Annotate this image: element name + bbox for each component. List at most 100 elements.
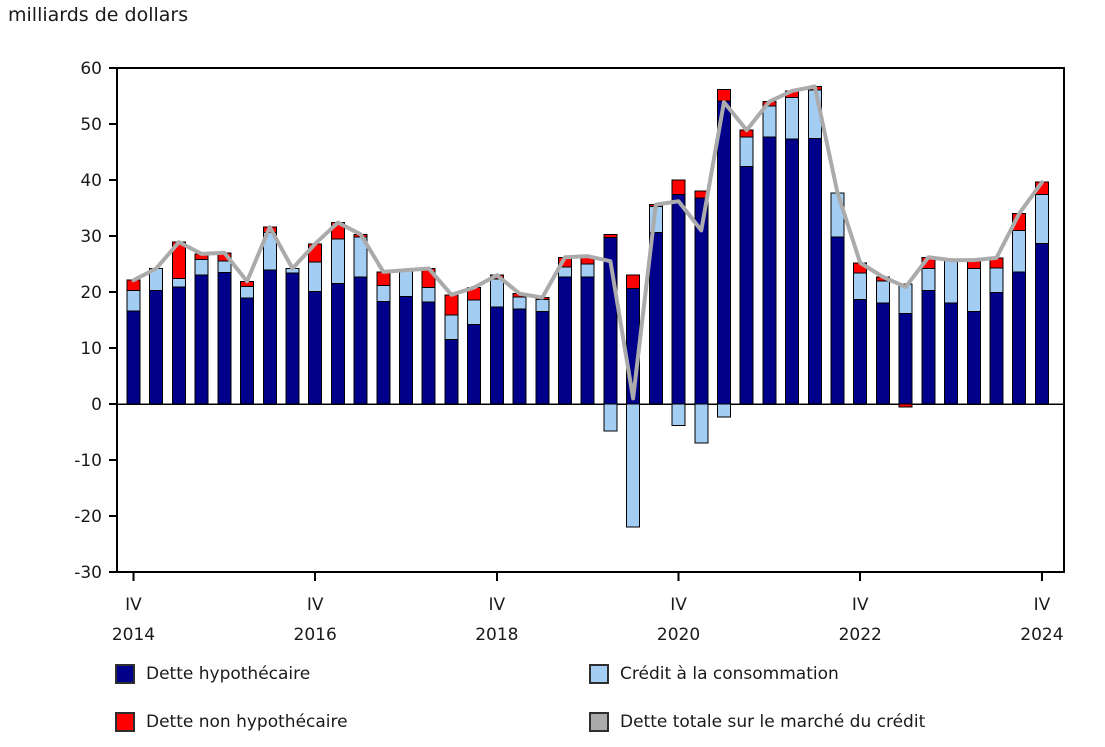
bar-segment-consumer_credit [1034,194,1049,244]
bar-segment-consumer_credit [444,314,459,341]
bar-segment-mortgage [966,311,981,405]
bar-segment-non_mortgage [444,294,459,316]
x-tick-year-label: 2018 [475,625,518,645]
bar-segment-mortgage [557,276,572,405]
bar-segment-mortgage [353,276,368,405]
bar-segment-consumer_credit [376,284,391,303]
bar-segment-mortgage [285,272,300,405]
bar-segment-consumer_credit [467,299,482,325]
bar-segment-consumer_credit [830,192,845,238]
y-tick-label: 20 [80,283,102,303]
legend-swatch-dette-hypothecaire [115,664,135,684]
bar-segment-mortgage [194,274,209,405]
y-tick-label: 50 [80,115,102,135]
bar-segment-mortgage [944,302,959,405]
bar-segment-mortgage [785,138,800,405]
bar-segment-mortgage [875,302,890,405]
x-tick-year-label: 2024 [1020,625,1063,645]
bar-segment-consumer_credit [330,238,345,285]
bar-segment-mortgage [535,311,550,405]
bar-segment-mortgage [807,138,822,405]
bar-segment-consumer_credit [989,267,1004,294]
legend-item-dette-non-hypothecaire: Dette non hypothécaire [115,712,348,732]
chart-title: milliards de dollars [8,4,189,26]
bar-segment-mortgage [171,286,186,405]
total-debt-line [131,84,1044,401]
bar-segment-consumer_credit [626,403,641,528]
bar-segment-consumer_credit [785,97,800,140]
x-tick-quarter-label: IV [670,595,687,615]
bar-segment-non_mortgage [376,271,391,286]
x-tick-year-label: 2020 [657,625,700,645]
x-tick-year-label: 2014 [112,625,155,645]
y-tick-label: -20 [74,507,102,527]
bar-segment-non_mortgage [898,403,913,408]
bar-segment-consumer_credit [580,263,595,278]
bar-segment-consumer_credit [535,298,550,313]
x-tick-quarter-label: IV [1034,595,1051,615]
bar-segment-non_mortgage [716,88,731,102]
chart-canvas: 60 50 40 30 20 10 0 -10 -20 -30 IV 2014 IV 2016 IV 2018… [74,59,1065,645]
x-tick-year-label: 2016 [294,625,337,645]
legend-item-dette-hypothecaire: Dette hypothécaire [115,664,310,684]
bar-segment-consumer_credit [875,280,890,304]
bar-segment-mortgage [330,283,345,405]
legend-item-credit-consommation: Crédit à la consommation [589,664,839,684]
bar-segment-non_mortgage [626,274,641,290]
bar-segment-mortgage [376,301,391,405]
bar-segment-mortgage [262,269,277,405]
bar-segment-mortgage [489,306,504,405]
bar-segment-mortgage [671,194,686,405]
y-tick-label: 0 [91,395,102,415]
bar-segment-consumer_credit [1012,229,1027,273]
bar-segment-consumer_credit [308,261,323,292]
legend-label-dette-non-hypothecaire: Dette non hypothécaire [146,712,348,732]
y-tick-label: -10 [74,451,102,471]
legend-label-dette-hypothecaire: Dette hypothécaire [146,664,311,684]
y-tick-label: 30 [80,227,102,247]
x-tick-quarter-label: IV [307,595,324,615]
bar-segment-consumer_credit [194,259,209,276]
bar-segment-mortgage [421,301,436,405]
bar-segment-consumer_credit [126,289,141,312]
x-tick-quarter-label: IV [852,595,869,615]
bar-segment-non_mortgage [603,233,618,239]
bar-segment-mortgage [1034,242,1049,405]
bar-segment-non_mortgage [671,179,686,196]
bar-segment-consumer_credit [739,136,754,168]
bar-segment-consumer_credit [489,278,504,308]
bar-segment-mortgage [217,271,232,405]
bar-segment-mortgage [399,295,414,405]
x-tick-quarter-label: IV [125,595,142,615]
bar-segment-mortgage [308,290,323,405]
bar-segment-mortgage [989,292,1004,405]
bar-segment-consumer_credit [966,267,981,313]
bar-segment-consumer_credit [853,272,868,300]
plot-frame [116,67,1065,573]
bar-segment-consumer_credit [217,260,232,273]
bar-segment-mortgage [126,310,141,405]
x-tick-year-label: 2022 [839,625,882,645]
legend-swatch-dette-totale [589,712,609,732]
x-tick-quarter-label: IV [489,595,506,615]
bar-segment-consumer_credit [921,267,936,291]
legend-swatch-dette-non-hypothecaire [115,712,135,732]
y-tick-label: 60 [80,59,102,79]
y-tick-label: -30 [74,563,102,583]
bar-segment-consumer_credit [240,285,255,299]
bar-segment-mortgage [830,236,845,405]
bar-segment-consumer_credit [603,403,618,432]
bar-segment-mortgage [240,297,255,405]
bar-segment-mortgage [921,289,936,405]
bar-segment-mortgage [1012,271,1027,405]
y-tick-label: 40 [80,171,102,191]
legend-label-credit-consommation: Crédit à la consommation [620,664,839,684]
bar-segment-consumer_credit [512,296,527,310]
legend-item-dette-totale: Dette totale sur le marché du crédit [589,712,925,732]
bar-segment-mortgage [512,308,527,405]
bar-segment-consumer_credit [421,287,436,303]
bar-segment-consumer_credit [171,278,186,288]
legend-swatch-credit-consommation [589,664,609,684]
bar-segment-consumer_credit [399,269,414,297]
